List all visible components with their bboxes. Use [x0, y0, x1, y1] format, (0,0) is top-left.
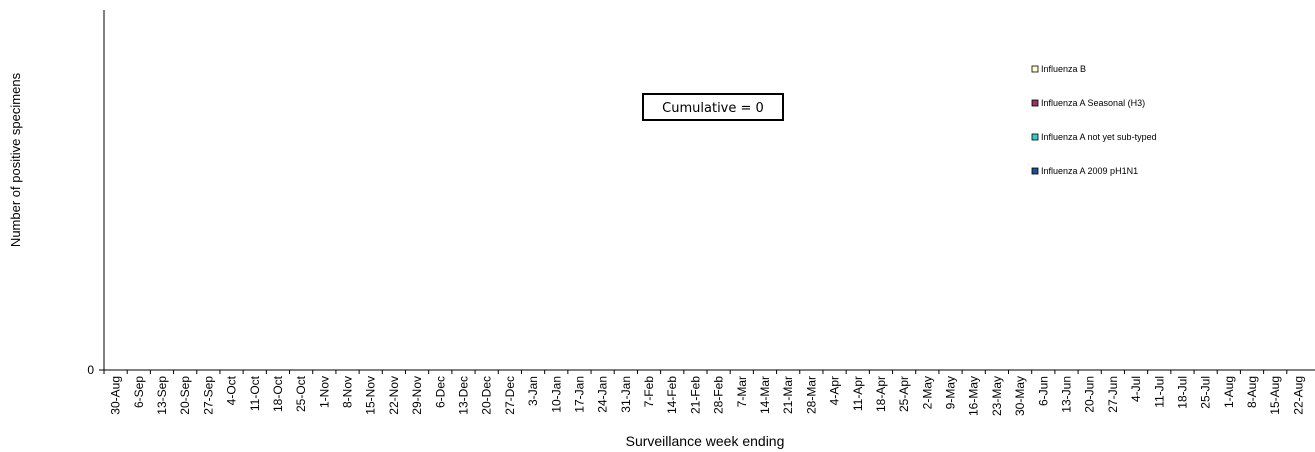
x-tick-label: 18-Jul [1175, 376, 1189, 409]
x-tick-label: 7-Feb [642, 376, 656, 408]
cumulative-annotation: Cumulative = 0 [642, 93, 784, 121]
legend-item: Influenza A Seasonal (H3) [1031, 98, 1145, 108]
x-tick-label: 11-Apr [851, 376, 865, 411]
x-tick-label: 25-Oct [294, 375, 308, 412]
annotation-box [642, 93, 784, 121]
x-tick-label: 13-Sep [155, 376, 169, 415]
x-tick-label: 4-Jul [1129, 376, 1143, 402]
x-tick-label: 23-May [990, 376, 1004, 416]
x-tick-label: 21-Mar [781, 376, 795, 414]
x-tick-label: 24-Jan [596, 376, 610, 413]
x-tick-label: 18-Oct [271, 375, 285, 412]
x-tick-label: 29-Nov [410, 376, 424, 415]
y-axis: 0 [87, 10, 105, 377]
x-tick-label: 11-Oct [248, 375, 262, 411]
x-tick-label: 14-Feb [665, 376, 679, 414]
x-tick-label: 2-May [920, 376, 934, 409]
x-tick-label: 18-Apr [874, 376, 888, 412]
x-tick-label: 27-Sep [201, 376, 215, 415]
legend-swatch [1031, 167, 1039, 175]
x-tick-label: 25-Apr [897, 376, 911, 412]
x-tick-label: 8-Aug [1245, 376, 1259, 408]
legend: Influenza B Influenza A Seasonal (H3) Infl… [1031, 64, 1157, 176]
legend-label: Influenza A 2009 pH1N1 [1041, 166, 1138, 176]
x-tick-label: 27-Jun [1106, 376, 1120, 413]
legend-item: Influenza A not yet sub-typed [1031, 132, 1157, 142]
x-tick-label: 20-Jun [1083, 376, 1097, 413]
x-tick-label: 3-Jan [526, 376, 540, 406]
x-tick-label: 9-May [944, 376, 958, 409]
x-tick-label: 17-Jan [572, 376, 586, 413]
x-tick-label: 6-Jun [1036, 376, 1050, 406]
x-tick-label: 15-Aug [1268, 376, 1282, 415]
legend-swatch [1031, 65, 1039, 73]
legend-label: Influenza B [1041, 64, 1086, 74]
x-tick-label: 28-Mar [804, 376, 818, 414]
x-tick-label: 11-Jul [1152, 376, 1166, 408]
x-tick-label: 21-Feb [688, 376, 702, 414]
x-tick-label: 6-Sep [132, 376, 146, 408]
x-tick-label: 25-Jul [1199, 376, 1213, 409]
annotation-text: Cumulative = 0 [662, 101, 764, 116]
x-tick-label: 28-Feb [712, 376, 726, 414]
x-tick-label: 13-Dec [456, 376, 470, 415]
x-ticks: 30-Aug 6-Sep 13-Sep 20-Sep 27-Sep 4-Oct 11-Oct… [103, 370, 1305, 416]
x-tick-label: 7-Mar [735, 376, 749, 407]
legend-item: Influenza A 2009 pH1N1 [1031, 166, 1138, 176]
x-tick-label: 20-Sep [178, 376, 192, 415]
legend-label: Influenza A not yet sub-typed [1041, 132, 1157, 142]
legend-swatch [1031, 99, 1039, 107]
legend-item: Influenza B [1031, 64, 1086, 74]
x-tick-label: 6-Dec [433, 376, 447, 408]
x-tick-label: 27-Dec [503, 376, 517, 415]
x-tick-label: 30-Aug [109, 376, 123, 415]
x-tick-label: 20-Dec [480, 376, 494, 415]
y-axis-title: Number of positive specimens [8, 72, 23, 247]
x-axis-title: Surveillance week ending [626, 433, 785, 449]
x-tick-label: 31-Jan [619, 376, 633, 413]
x-tick-label: 4-Oct [225, 375, 239, 405]
x-tick-label: 16-May [967, 376, 981, 416]
x-tick-label: 14-Mar [758, 376, 772, 414]
x-tick-label: 22-Nov [387, 376, 401, 415]
x-tick-label: 1-Nov [317, 376, 331, 408]
x-tick-label: 22-Aug [1291, 376, 1305, 415]
x-tick-label: 8-Nov [341, 376, 355, 408]
x-tick-label: 13-Jun [1059, 376, 1073, 413]
x-tick-label: 15-Nov [364, 376, 378, 415]
y-tick-label: 0 [87, 363, 94, 377]
x-tick-label: 30-May [1013, 376, 1027, 416]
legend-swatch [1031, 133, 1039, 141]
legend-label: Influenza A Seasonal (H3) [1041, 98, 1145, 108]
x-tick-label: 10-Jan [549, 376, 563, 413]
x-tick-label: 1-Aug [1222, 376, 1236, 408]
x-tick-label: 4-Apr [828, 376, 842, 405]
